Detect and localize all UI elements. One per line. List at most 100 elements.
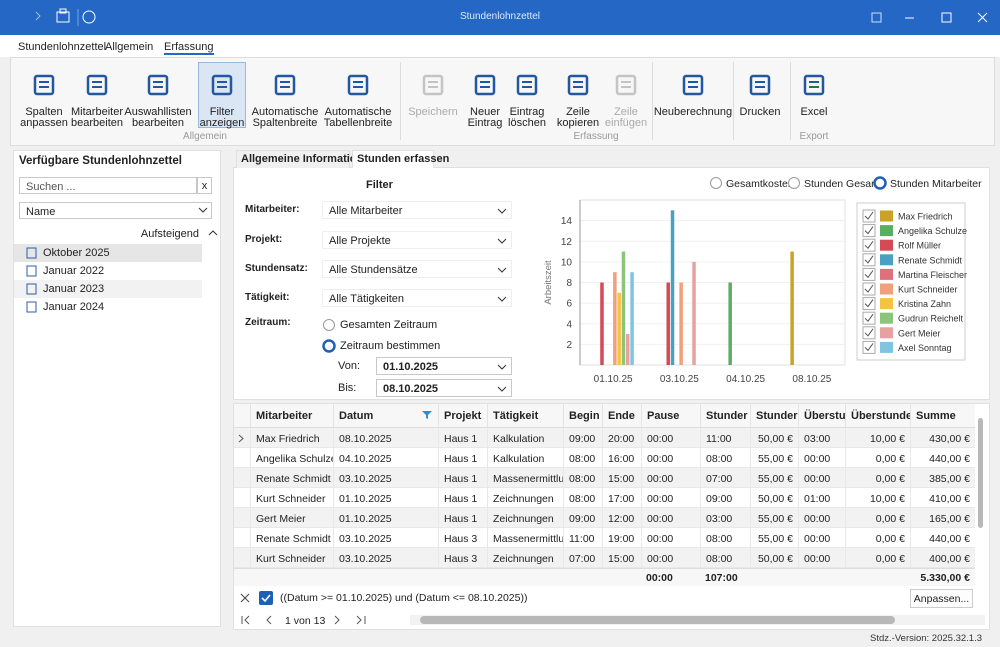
total-cell: 107:00 xyxy=(700,568,750,588)
adjust-button[interactable]: Anpassen... xyxy=(910,589,973,608)
sort-dropdown[interactable]: Name xyxy=(19,202,212,219)
sidebar-item[interactable]: Januar 2024 xyxy=(43,301,104,313)
grid-cell: 07:00 xyxy=(563,548,602,568)
column-header[interactable]: Begin xyxy=(563,404,602,428)
bar xyxy=(622,252,626,365)
column-header[interactable]: Stunder xyxy=(750,404,798,428)
sidebar-item[interactable]: Oktober 2025 xyxy=(43,247,110,259)
sidebar-item[interactable]: Januar 2023 xyxy=(43,283,104,295)
grid-cell: 0,00 € xyxy=(845,528,910,548)
bar xyxy=(613,272,617,365)
ribbon-icon xyxy=(612,71,640,99)
column-header[interactable]: Mitarbeiter xyxy=(250,404,333,428)
period-option[interactable]: Zeitraum bestimmen xyxy=(340,340,440,352)
column-header[interactable]: Ende xyxy=(602,404,641,428)
legend-label: Gudrun Reichelt xyxy=(898,314,964,324)
icon-shape xyxy=(684,76,702,94)
grid-cell: 01.10.2025 xyxy=(333,488,438,508)
menu-tab[interactable]: Stundenlohnzettel xyxy=(18,41,106,53)
search-clear[interactable]: x xyxy=(197,177,212,194)
legend-checkbox xyxy=(863,327,875,339)
column-header[interactable]: Überstur xyxy=(798,404,845,428)
ribbon-icon xyxy=(800,71,828,99)
sidebar-title: Verfügbare Stundenlohnzettel xyxy=(19,155,182,167)
bar xyxy=(626,334,630,365)
column-header[interactable]: Stunder xyxy=(700,404,750,428)
search-box[interactable]: Suchen ... xyxy=(19,177,197,194)
filter-dropdown[interactable]: Alle Mitarbeiter xyxy=(322,201,512,219)
column-header[interactable]: Projekt xyxy=(438,404,487,428)
legend-swatch xyxy=(880,327,893,338)
sidebar-item[interactable]: Januar 2022 xyxy=(43,265,104,277)
grid-cell: 0,00 € xyxy=(845,508,910,528)
ribbon-icon xyxy=(419,71,447,99)
clear-filter xyxy=(240,593,250,603)
ribbon-button-label[interactable]: Spaltenbreite xyxy=(245,117,325,129)
legend-swatch xyxy=(880,298,893,309)
grid-hscroll-thumb[interactable] xyxy=(420,616,895,624)
menu-tab[interactable]: Erfassung xyxy=(164,41,214,55)
legend-label: Axel Sonntag xyxy=(898,343,952,353)
pager-button xyxy=(357,616,365,624)
column-header[interactable]: Pause xyxy=(641,404,700,428)
grid-cell: 50,00 € xyxy=(750,488,798,508)
filter-checkbox xyxy=(259,591,273,605)
filter-dropdown[interactable]: Alle Stundensätze xyxy=(322,260,512,278)
column-header[interactable]: Summe xyxy=(910,404,975,428)
grid-cell: 55,00 € xyxy=(750,508,798,528)
arrow xyxy=(498,365,506,369)
grid-cell: Haus 1 xyxy=(438,468,487,488)
content-tab[interactable]: Allgemeine Informationen xyxy=(236,150,350,168)
grid-cell: 15:00 xyxy=(602,468,641,488)
y-tick-label: 8 xyxy=(566,278,572,289)
total-cell: 00:00 xyxy=(641,568,700,588)
dropdown-arrow xyxy=(198,206,208,214)
legend-label: Angelika Schulze xyxy=(898,226,967,236)
grid-vscroll-thumb[interactable] xyxy=(978,418,983,528)
column-header[interactable]: Tätigkeit xyxy=(487,404,563,428)
mode-label[interactable]: Stunden Mitarbeiter xyxy=(890,178,982,190)
sort-order[interactable]: Aufsteigend xyxy=(100,228,199,240)
grid-cell: 08:00 xyxy=(563,448,602,468)
filter-expression[interactable]: ((Datum >= 01.10.2025) und (Datum <= 08.… xyxy=(280,592,527,604)
arrow xyxy=(209,231,217,235)
menu-tab[interactable]: Allgemein xyxy=(105,41,153,53)
mode-radio xyxy=(711,178,722,189)
ribbon-button-label[interactable]: Excel xyxy=(774,106,854,118)
grid-cell: Haus 1 xyxy=(438,488,487,508)
date-dropdown[interactable]: 08.10.2025 xyxy=(376,379,512,397)
legend-label: Gert Meier xyxy=(898,328,941,338)
ribbon-button-label[interactable]: Tabellenbreite xyxy=(318,117,398,129)
filter-dropdown[interactable]: Alle Tätigkeiten xyxy=(322,289,512,307)
legend-swatch xyxy=(880,225,893,236)
chart: Gesamtkosten Stunden Gesamt Stunden Mitarb… xyxy=(540,170,988,398)
arrow xyxy=(498,297,506,301)
icon-shape xyxy=(27,302,36,312)
y-tick-label: 12 xyxy=(561,237,573,248)
filter-dropdown[interactable]: Alle Projekte xyxy=(322,231,512,249)
y-tick-label: 10 xyxy=(561,257,573,268)
row-indicator xyxy=(238,434,246,443)
column-header[interactable]: Überstunde xyxy=(845,404,910,428)
ribbon-icon xyxy=(679,71,707,99)
legend-swatch xyxy=(880,254,893,265)
legend-checkbox xyxy=(863,225,875,237)
ribbon-icon xyxy=(83,71,111,99)
grid-cell: 55,00 € xyxy=(750,528,798,548)
legend-checkbox xyxy=(863,239,875,251)
grid-cell: Zeichnungen xyxy=(487,508,563,528)
arrow xyxy=(498,268,506,272)
date-dropdown[interactable]: 01.10.2025 xyxy=(376,357,512,375)
content-tab[interactable]: Stunden erfassen xyxy=(352,150,434,168)
mode-label[interactable]: Gesamtkosten xyxy=(726,178,794,190)
dropdown-arrow xyxy=(497,266,507,274)
totals-row xyxy=(234,568,975,586)
grid-cell: 00:00 xyxy=(798,448,845,468)
grid-cell: Zeichnungen xyxy=(487,488,563,508)
icon-shape xyxy=(569,76,587,94)
mode-label[interactable]: Stunden Gesamt xyxy=(804,178,883,190)
period-option[interactable]: Gesamten Zeitraum xyxy=(340,319,437,331)
ribbon-group-label: Export xyxy=(764,131,864,142)
pager-button xyxy=(335,616,339,624)
grid-cell: 00:00 xyxy=(641,528,700,548)
